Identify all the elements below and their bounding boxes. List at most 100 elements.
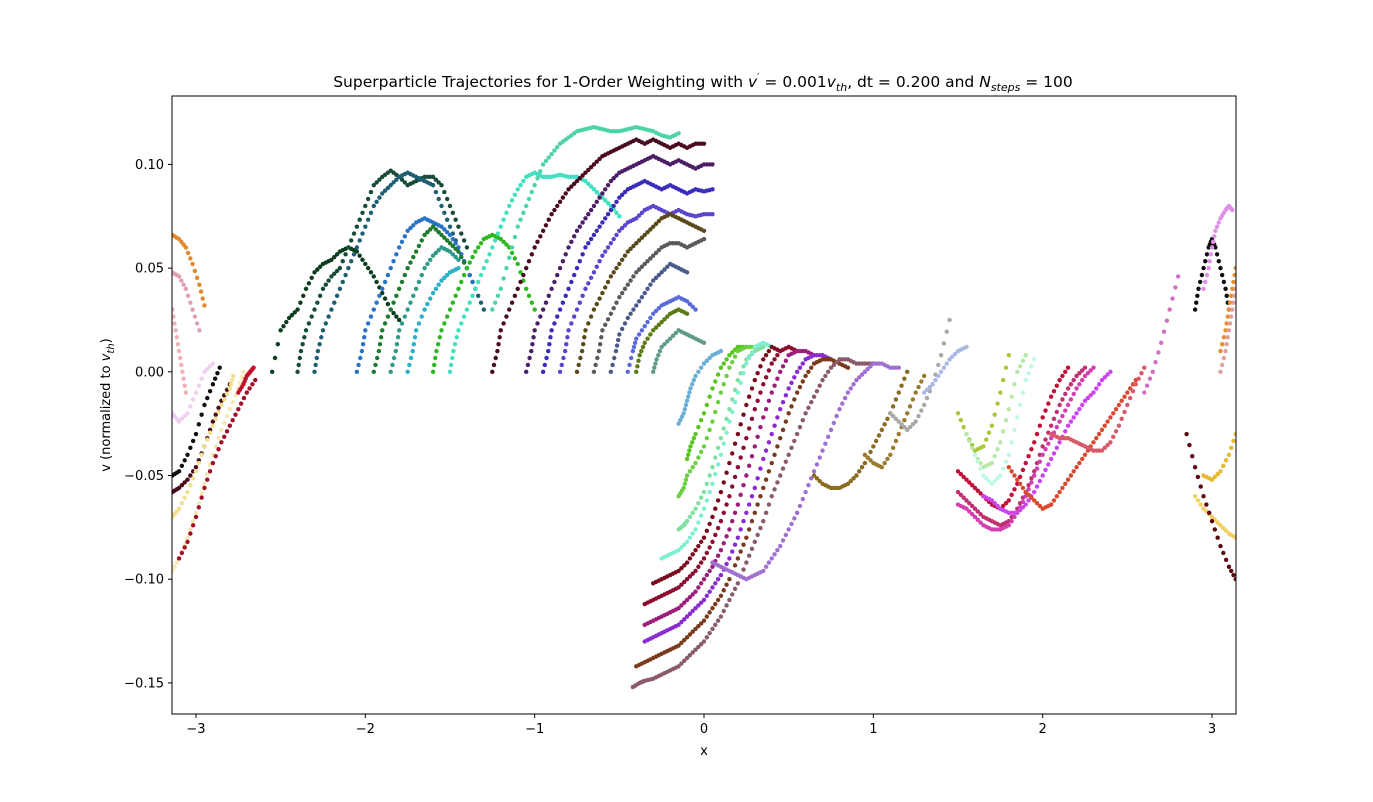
trajectory-point — [710, 419, 715, 424]
trajectory-point — [422, 232, 427, 238]
trajectory-point — [735, 377, 741, 383]
trajectory-point — [865, 366, 870, 372]
trajectory-point — [896, 365, 901, 370]
trajectory-point — [363, 261, 368, 267]
trajectory-point — [645, 319, 650, 325]
trajectory-point — [586, 241, 591, 246]
trajectory-point — [701, 506, 707, 511]
trajectory-point — [727, 353, 732, 358]
trajectory-point — [1020, 485, 1026, 491]
trajectory-point — [529, 189, 535, 195]
trajectory-point — [343, 272, 348, 278]
trajectory-point — [1063, 429, 1068, 434]
trajectory-point — [1223, 528, 1229, 534]
y-tick-label: 0.05 — [135, 262, 164, 277]
trajectory-point — [1063, 369, 1068, 375]
trajectory-point — [690, 629, 695, 634]
trajectory-point — [216, 435, 221, 441]
trajectory-point — [972, 514, 978, 520]
trajectory-point — [704, 402, 710, 408]
trajectory-point — [557, 369, 563, 375]
trajectory-point — [546, 348, 551, 354]
trajectory-point — [1026, 371, 1031, 376]
trajectory-point — [515, 286, 520, 292]
trajectory-point — [430, 290, 436, 296]
trajectory-series — [295, 168, 470, 375]
trajectory-point — [710, 481, 715, 487]
trajectory-point — [303, 286, 309, 292]
trajectory-point — [1221, 525, 1226, 531]
trajectory-point — [202, 369, 207, 375]
trajectory-point — [538, 234, 543, 239]
trajectory-point — [1077, 460, 1082, 466]
trajectory-point — [586, 181, 591, 186]
trajectory-point — [515, 187, 520, 192]
trajectory-point — [741, 364, 746, 369]
trajectory-point — [732, 542, 738, 547]
trajectory-point — [1207, 259, 1212, 264]
trajectory-point — [515, 261, 520, 267]
x-tick-label: 2 — [1039, 722, 1047, 737]
trajectory-point — [682, 542, 687, 547]
trajectory-point — [490, 307, 495, 312]
trajectory-point — [1139, 371, 1144, 376]
trajectory-point — [698, 449, 704, 455]
trajectory-series — [172, 361, 216, 424]
trajectory-point — [538, 169, 543, 174]
trajectory-point — [684, 473, 690, 478]
trajectory-point — [394, 252, 399, 257]
trajectory-point — [190, 523, 196, 528]
trajectory-point — [769, 390, 774, 395]
trajectory-point — [978, 512, 983, 517]
trajectory-point — [611, 176, 616, 181]
trajectory-point — [631, 274, 636, 279]
trajectory-point — [916, 384, 921, 390]
trajectory-point — [436, 180, 441, 185]
trajectory-point — [732, 354, 738, 359]
trajectory-point — [205, 366, 210, 372]
trajectory-point — [518, 182, 523, 188]
trajectory-point — [216, 447, 221, 452]
trajectory-point — [363, 224, 368, 229]
trajectory-point — [1113, 429, 1119, 434]
trajectory-point — [412, 335, 418, 340]
trajectory-point — [478, 272, 484, 278]
trajectory-point — [205, 437, 210, 442]
trajectory-point — [512, 256, 518, 261]
trajectory-point — [557, 307, 563, 312]
trajectory-point — [691, 377, 697, 383]
trajectory-point — [179, 550, 185, 556]
trajectory-point — [685, 452, 691, 457]
trajectory-point — [1057, 377, 1062, 383]
trajectory-point — [707, 394, 712, 399]
trajectory-point — [588, 207, 594, 213]
trajectory-point — [710, 539, 715, 545]
trajectory-point — [648, 282, 653, 287]
trajectory-point — [202, 485, 207, 491]
trajectory-point — [1136, 376, 1141, 381]
trajectory-point — [1023, 353, 1028, 358]
trajectory-series — [172, 307, 189, 395]
trajectory-point — [594, 199, 599, 204]
trajectory-point — [447, 203, 453, 209]
trajectory-point — [578, 355, 583, 361]
trajectory-point — [1127, 395, 1133, 401]
trajectory-point — [210, 361, 216, 366]
trajectory-point — [1003, 500, 1009, 506]
trajectory-point — [679, 545, 684, 550]
trajectory-point — [196, 505, 202, 510]
trajectory-point — [416, 243, 422, 249]
trajectory-point — [653, 325, 659, 330]
trajectory-point — [360, 341, 366, 347]
trajectory-point — [730, 451, 735, 456]
trajectory-point — [707, 589, 712, 594]
trajectory-point — [786, 386, 791, 391]
trajectory-point — [548, 335, 553, 340]
trajectory-point — [681, 485, 686, 491]
trajectory-point — [244, 390, 249, 395]
trajectory-point — [1203, 259, 1208, 264]
trajectory-point — [1006, 452, 1012, 457]
trajectory-point — [691, 435, 697, 441]
trajectory-point — [698, 641, 704, 647]
trajectory-point — [1012, 427, 1017, 433]
